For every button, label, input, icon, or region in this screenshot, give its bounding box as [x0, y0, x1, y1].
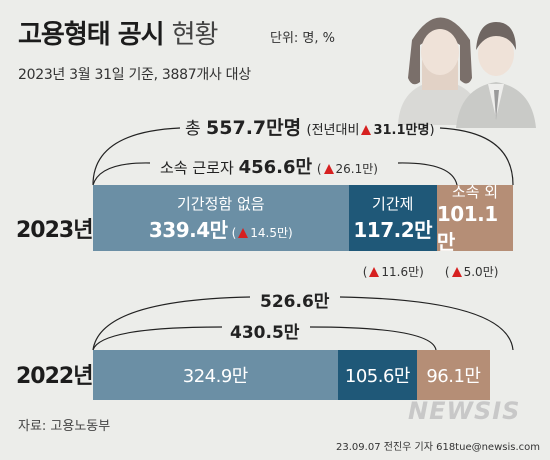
bracket-2022-direct-right: [309, 326, 437, 351]
bracket-2022-total-left: [92, 296, 251, 351]
total-2023-value: 557.7만명: [206, 117, 302, 139]
bar-value: 96.1만: [426, 366, 481, 387]
direct-2023-change: 26.1만: [335, 162, 374, 176]
direct-2022-value: 430.5만: [230, 323, 300, 343]
bar-2023-permanent: 기간정함 없음 339.4만(14.5만): [93, 185, 349, 251]
unit-label: 단위: 명, %: [270, 31, 336, 46]
title-main: 고용형태 공시: [18, 20, 165, 50]
bracket-2023-direct-right: [397, 162, 458, 186]
change-value: 5.0만: [463, 265, 494, 279]
bar-label: 기간정함 없음: [177, 195, 265, 213]
bar-label: 소속 외: [451, 183, 498, 201]
year-label-2023: 2023년: [16, 218, 93, 243]
total-prefix: 총: [185, 119, 201, 139]
bar-2022-external: 96.1만: [417, 350, 490, 400]
yoy-close: ): [429, 123, 435, 138]
yoy-2023-value: 31.1만명: [373, 123, 430, 138]
change-value: 11.6만: [381, 265, 420, 279]
bar-2022-fixed-term: 105.6만: [337, 350, 418, 400]
bar-2023-external: 소속 외 101.1만: [436, 183, 513, 254]
bracket-2023-total-left: [92, 127, 181, 186]
change-2023-fixed-term: (11.6만): [362, 265, 424, 279]
bracket-2022-total-right: [339, 296, 514, 351]
direct-2023-annotation: 소속 근로자 456.6만 (26.1만): [160, 157, 378, 178]
bar-2023-fixed-term: 기간제 117.2만: [348, 185, 437, 251]
direct-2023-label: 소속 근로자: [160, 159, 234, 177]
bar-value: 117.2만: [353, 218, 433, 242]
up-arrow-icon: [361, 125, 372, 135]
yoy-open: (전년대비: [306, 123, 360, 138]
credit-line: 23.09.07 전진우 기자 618tue@newsis.com: [336, 442, 540, 453]
bar-2022-permanent: 324.9만: [93, 350, 338, 400]
title-sub: 현황: [171, 20, 219, 50]
bracket-2022-direct-left: [92, 326, 223, 351]
bar-label: 기간제: [372, 195, 414, 213]
direct-2023-value: 456.6만: [238, 157, 313, 178]
bar-value: 339.4만: [148, 218, 228, 242]
year-label-2022: 2022년: [16, 364, 93, 389]
subtitle: 2023년 3월 31일 기준, 3887개사 대상: [18, 67, 251, 83]
total-2023-annotation: 총 557.7만명 (전년대비 31.1만명): [185, 113, 435, 140]
bracket-2023-total-right: [439, 127, 514, 186]
up-arrow-icon: [323, 164, 334, 174]
change-2023-external: (5.0만): [444, 265, 499, 279]
bar-change: 14.5만: [250, 226, 289, 240]
page-title: 고용형태 공시 현황: [18, 14, 219, 51]
total-2022-value: 526.6만: [260, 292, 330, 312]
bar-value: 101.1만: [436, 202, 498, 254]
people-illustration: [398, 17, 536, 128]
bar-value: 105.6만: [344, 366, 411, 387]
up-arrow-icon: [451, 267, 462, 277]
bracket-2023-direct-left: [92, 162, 151, 186]
source-note: 자료: 고용노동부: [18, 419, 111, 434]
up-arrow-icon: [369, 267, 380, 277]
bar-value: 324.9만: [182, 366, 249, 387]
up-arrow-icon: [238, 228, 249, 238]
newsis-logo: NEWSIS: [408, 397, 521, 425]
